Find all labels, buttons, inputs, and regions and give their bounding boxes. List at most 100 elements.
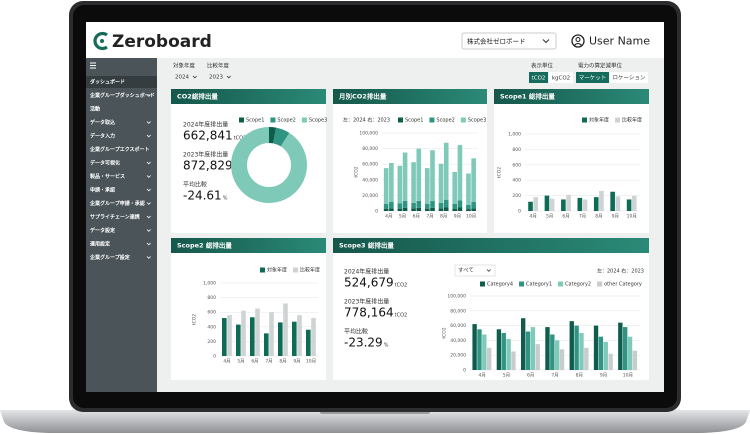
sidebar-item[interactable]: 運用設定 <box>90 241 110 248</box>
stat-value: 872,829 <box>183 159 233 173</box>
user-icon[interactable] <box>571 34 585 48</box>
bar-segment <box>471 158 476 203</box>
bar <box>631 195 637 211</box>
bar <box>311 318 316 356</box>
bar <box>241 310 246 356</box>
bar <box>598 336 604 370</box>
panel-title: CO2総排出量 <box>177 92 218 101</box>
unit-button-selected[interactable] <box>529 72 548 83</box>
user-icon-body <box>573 42 583 46</box>
x-tick-label: 8月 <box>440 214 447 220</box>
y-axis-label: tCO2 <box>497 167 503 178</box>
stat-label: 平均比較 <box>183 181 207 189</box>
bar-segment <box>411 202 416 209</box>
x-tick-label: 9月 <box>612 214 619 220</box>
sidebar-item[interactable]: データ入力 <box>90 133 115 140</box>
bar <box>530 327 536 370</box>
donut-segment <box>231 127 307 203</box>
bar <box>615 196 621 211</box>
company-name[interactable]: 株式会社ゼロボード <box>467 37 526 46</box>
power-button[interactable] <box>610 72 648 83</box>
bar-segment <box>452 203 458 209</box>
legend-label: Category1 <box>526 282 552 288</box>
power-button-selected[interactable] <box>576 72 609 83</box>
y-tick-label: 100,000 <box>447 294 466 300</box>
filter-label: 対象年度 <box>173 62 196 70</box>
chevron <box>542 39 550 44</box>
sidebar-item[interactable]: 製品・サービス <box>89 173 125 180</box>
y-tick-label: 40,000 <box>362 177 378 183</box>
company-select[interactable] <box>461 32 557 50</box>
bar <box>603 341 608 370</box>
legend-label: Scope1 <box>246 118 264 124</box>
x-tick-label: 7月 <box>551 373 558 379</box>
y-tick-label: 1,000 <box>508 132 521 138</box>
power-option[interactable]: マーケット <box>579 75 607 82</box>
x-tick-label: 9月 <box>600 373 607 379</box>
x-tick-label: 8月 <box>576 373 583 379</box>
x-tick-label: 5月 <box>546 214 553 220</box>
legend-swatch <box>460 117 466 123</box>
legend-swatch <box>301 117 307 123</box>
unit-option[interactable]: kgCO2 <box>552 76 570 82</box>
filter-value[interactable]: 2024 <box>175 75 189 81</box>
sidebar-item[interactable]: 企業グループ設定 <box>89 254 130 261</box>
bar <box>506 338 511 370</box>
bar <box>593 325 599 370</box>
bar-segment <box>425 203 430 209</box>
legend-swatch <box>293 267 299 273</box>
bar-segment <box>438 163 444 203</box>
x-tick-label: 4月 <box>385 214 392 220</box>
sidebar-item[interactable]: 申請・承認 <box>90 187 115 194</box>
x-tick-label: 10月 <box>627 214 637 220</box>
bar-segment <box>471 208 476 211</box>
sidebar-item[interactable]: 企業グループ申請・承認 <box>89 200 145 207</box>
legend-swatch <box>270 117 276 123</box>
legend-label: Category4 <box>487 282 513 288</box>
x-tick-label: 7月 <box>426 214 433 220</box>
bar <box>292 321 297 356</box>
stat-label: 2024年度排出量 <box>183 121 228 129</box>
sidebar-item[interactable]: 活動 <box>90 106 100 113</box>
menu-icon[interactable] <box>90 62 96 69</box>
bar-segment <box>383 168 389 204</box>
bar-segment <box>471 202 476 209</box>
unit-button[interactable] <box>549 72 573 83</box>
stat-unit: % <box>223 196 228 202</box>
bar <box>535 344 540 370</box>
bar-segment <box>397 203 403 209</box>
unit-option[interactable]: tCO2 <box>532 76 546 82</box>
stat-value: -23.29 <box>344 336 383 350</box>
stat-unit: % <box>384 343 389 349</box>
sidebar-item[interactable]: ダッシュボード <box>90 79 125 86</box>
bar-segment <box>397 208 403 211</box>
legend-label: Scope3 <box>468 118 486 124</box>
sidebar-item[interactable]: 企業グループエクスポート <box>89 146 150 153</box>
power-option[interactable]: ロケーション <box>613 75 646 82</box>
sidebar-item[interactable]: サプライチェーン連携 <box>90 214 140 221</box>
x-tick-label: 4月 <box>478 373 485 379</box>
bar <box>627 336 633 370</box>
y-axis-label: tCO2 <box>354 166 360 177</box>
category-select[interactable] <box>454 264 496 277</box>
y-tick-label: 200 <box>207 339 216 345</box>
sidebar-item[interactable]: データ可視化 <box>90 160 120 167</box>
bar <box>306 329 311 356</box>
bar <box>569 321 574 370</box>
sidebar-item[interactable]: 企業グループダッシュボード <box>89 92 155 99</box>
x-tick-label: 9月 <box>454 214 461 220</box>
user-name[interactable]: User Name <box>589 35 650 48</box>
x-tick-label: 6月 <box>251 359 258 365</box>
sidebar-item[interactable]: データ設定 <box>90 227 115 234</box>
y-axis-label: tCO2 <box>192 314 198 325</box>
stat-value: 778,164 <box>344 306 394 320</box>
sidebar-item[interactable]: データ取込 <box>90 119 115 126</box>
bar <box>278 322 283 356</box>
legend-label: 比較年度 <box>622 117 642 124</box>
legend-swatch <box>615 117 621 123</box>
sidebar-item-active <box>86 76 157 88</box>
filter-value[interactable]: 2023 <box>209 75 223 81</box>
category-select-value[interactable]: すべて <box>458 267 474 274</box>
x-tick-label: 6月 <box>562 214 569 220</box>
bar <box>496 329 502 370</box>
